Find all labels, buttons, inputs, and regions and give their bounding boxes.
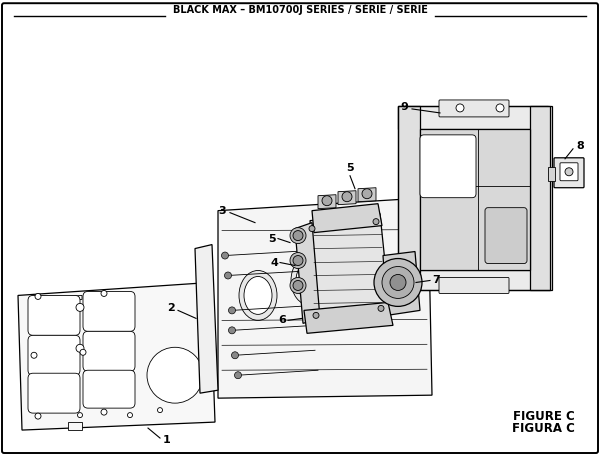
Ellipse shape xyxy=(291,256,329,305)
Circle shape xyxy=(362,189,372,199)
Polygon shape xyxy=(195,245,218,393)
Polygon shape xyxy=(530,106,552,290)
Text: 5: 5 xyxy=(346,163,354,173)
Circle shape xyxy=(101,290,107,296)
Text: 9: 9 xyxy=(400,102,408,112)
FancyBboxPatch shape xyxy=(83,292,135,331)
Text: 7: 7 xyxy=(432,275,440,285)
FancyBboxPatch shape xyxy=(28,335,80,375)
Circle shape xyxy=(313,313,319,318)
FancyBboxPatch shape xyxy=(83,331,135,371)
Polygon shape xyxy=(400,270,550,290)
Polygon shape xyxy=(398,106,420,290)
Polygon shape xyxy=(358,188,376,202)
Polygon shape xyxy=(398,106,548,129)
FancyBboxPatch shape xyxy=(28,295,80,335)
Ellipse shape xyxy=(351,243,379,282)
Polygon shape xyxy=(338,191,356,205)
Circle shape xyxy=(456,104,464,112)
Polygon shape xyxy=(304,303,393,334)
Text: BLACK MAX – BM10700J SERIES / SÉRIE / SERIE: BLACK MAX – BM10700J SERIES / SÉRIE / SE… xyxy=(173,3,427,15)
FancyBboxPatch shape xyxy=(420,135,476,197)
Circle shape xyxy=(224,272,232,279)
Circle shape xyxy=(405,236,425,256)
Circle shape xyxy=(80,349,86,355)
FancyBboxPatch shape xyxy=(485,207,527,263)
FancyBboxPatch shape xyxy=(560,163,578,181)
Circle shape xyxy=(229,327,235,334)
Bar xyxy=(398,106,550,290)
Circle shape xyxy=(496,104,504,112)
Circle shape xyxy=(290,228,306,243)
Text: 4: 4 xyxy=(270,258,278,268)
Polygon shape xyxy=(420,129,530,270)
Text: 6: 6 xyxy=(278,315,286,325)
Circle shape xyxy=(235,372,241,379)
Polygon shape xyxy=(218,197,432,398)
FancyBboxPatch shape xyxy=(439,100,509,117)
FancyBboxPatch shape xyxy=(554,158,584,188)
Circle shape xyxy=(128,413,133,418)
Circle shape xyxy=(229,307,235,314)
Circle shape xyxy=(35,413,41,419)
Circle shape xyxy=(147,347,203,403)
Circle shape xyxy=(157,408,163,413)
Text: 2: 2 xyxy=(167,303,175,313)
Circle shape xyxy=(76,344,84,352)
Ellipse shape xyxy=(296,262,324,299)
Circle shape xyxy=(322,196,332,206)
Text: FIGURA C: FIGURA C xyxy=(512,422,575,435)
Text: 1: 1 xyxy=(163,435,171,445)
Circle shape xyxy=(35,293,41,299)
Circle shape xyxy=(290,253,306,268)
Text: 8: 8 xyxy=(576,141,584,151)
Ellipse shape xyxy=(239,270,277,320)
Circle shape xyxy=(101,409,107,415)
Circle shape xyxy=(565,168,573,176)
Polygon shape xyxy=(383,252,420,315)
Circle shape xyxy=(232,352,239,359)
Polygon shape xyxy=(18,283,215,430)
Polygon shape xyxy=(310,214,390,318)
Text: 5: 5 xyxy=(268,233,276,243)
Circle shape xyxy=(382,267,414,298)
Circle shape xyxy=(293,280,303,290)
Text: FIGURE C: FIGURE C xyxy=(513,410,575,423)
FancyBboxPatch shape xyxy=(439,278,509,293)
Text: 3: 3 xyxy=(218,206,226,216)
Circle shape xyxy=(221,252,229,259)
Ellipse shape xyxy=(244,277,272,314)
Circle shape xyxy=(374,258,422,306)
Polygon shape xyxy=(318,195,336,209)
FancyBboxPatch shape xyxy=(28,373,80,413)
Bar xyxy=(548,167,555,181)
Polygon shape xyxy=(68,422,82,430)
Ellipse shape xyxy=(346,238,384,288)
Circle shape xyxy=(77,413,83,418)
Polygon shape xyxy=(295,222,320,324)
FancyBboxPatch shape xyxy=(83,370,135,408)
Circle shape xyxy=(293,231,303,241)
Circle shape xyxy=(378,305,384,311)
Circle shape xyxy=(290,278,306,293)
Circle shape xyxy=(342,192,352,202)
Circle shape xyxy=(373,219,379,225)
Circle shape xyxy=(76,303,84,311)
Polygon shape xyxy=(312,204,382,233)
Circle shape xyxy=(390,274,406,290)
Circle shape xyxy=(309,226,315,232)
Circle shape xyxy=(31,352,37,358)
Circle shape xyxy=(293,256,303,266)
Polygon shape xyxy=(68,295,82,300)
